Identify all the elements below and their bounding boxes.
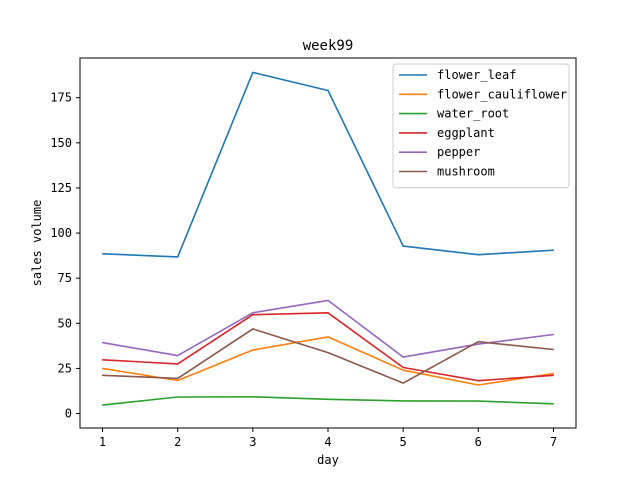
data-point [252, 349, 254, 351]
x-tick-label: 4 [324, 435, 331, 449]
legend-label: flower_leaf [437, 68, 516, 82]
legend-label: water_root [437, 107, 509, 121]
data-point [101, 404, 104, 406]
y-tick-label: 125 [50, 181, 72, 195]
x-tick-label: 2 [174, 435, 181, 449]
y-tick-label: 0 [65, 407, 72, 421]
data-point [552, 249, 555, 251]
data-point [327, 351, 329, 354]
series-line-pepper [102, 299, 554, 358]
data-point [252, 314, 254, 316]
x-tick-label: 7 [550, 435, 557, 449]
data-point [477, 254, 479, 256]
data-point [252, 312, 254, 314]
data-point [327, 312, 329, 314]
data-point [252, 71, 254, 74]
legend-label: pepper [437, 145, 480, 159]
data-point [177, 377, 179, 379]
data-point [327, 89, 329, 92]
data-point [477, 400, 479, 402]
data-point [177, 379, 179, 382]
y-axis-label: sales volume [30, 200, 44, 287]
y-axis: 0 25 50 75 100 125 150 175 [50, 91, 80, 421]
legend-label: mushroom [437, 165, 495, 179]
data-point [402, 400, 404, 402]
data-point [552, 333, 555, 336]
x-tick-label: 1 [99, 435, 106, 449]
data-point [101, 374, 104, 376]
data-point [101, 342, 104, 344]
data-point [552, 374, 555, 376]
data-point [402, 382, 404, 384]
y-tick-label: 100 [50, 226, 72, 240]
data-point [402, 245, 404, 247]
series-line-water-root [102, 395, 554, 406]
data-point [402, 356, 404, 358]
data-point [101, 359, 104, 361]
y-tick-label: 50 [58, 316, 72, 330]
legend-label: eggplant [437, 126, 495, 140]
data-point [327, 299, 329, 301]
data-point [327, 398, 329, 400]
chart-title: week99 [303, 38, 354, 54]
y-tick-label: 175 [50, 91, 72, 105]
x-tick-label: 3 [249, 435, 256, 449]
data-point [552, 372, 555, 375]
legend-box [392, 63, 570, 189]
y-tick-label: 25 [58, 361, 72, 375]
series-line-eggplant [102, 311, 554, 382]
data-point [477, 341, 479, 343]
data-point [402, 366, 404, 369]
data-point [252, 396, 254, 398]
data-point [477, 384, 479, 386]
y-tick-label: 75 [58, 271, 72, 285]
y-tick-label: 150 [50, 136, 72, 150]
data-point [101, 367, 104, 370]
data-point [252, 328, 254, 330]
plot-lines [101, 71, 555, 406]
data-point [177, 256, 179, 258]
data-point [101, 253, 104, 255]
data-point [552, 403, 555, 405]
x-tick-label: 6 [475, 435, 482, 449]
x-axis: 1 2 3 4 5 6 7 [99, 428, 557, 449]
data-point [327, 336, 329, 338]
x-tick-label: 5 [400, 435, 407, 449]
legend-label: flower_cauliflower [437, 87, 567, 101]
data-point [552, 348, 555, 351]
x-axis-label: day [317, 453, 339, 467]
data-point [177, 396, 179, 398]
legend: flower_leaf flower_cauliflower water_roote… [392, 63, 570, 189]
data-point [177, 363, 179, 365]
data-point [477, 380, 479, 382]
data-point [402, 369, 404, 371]
data-point [177, 355, 179, 357]
data-point [477, 343, 479, 345]
